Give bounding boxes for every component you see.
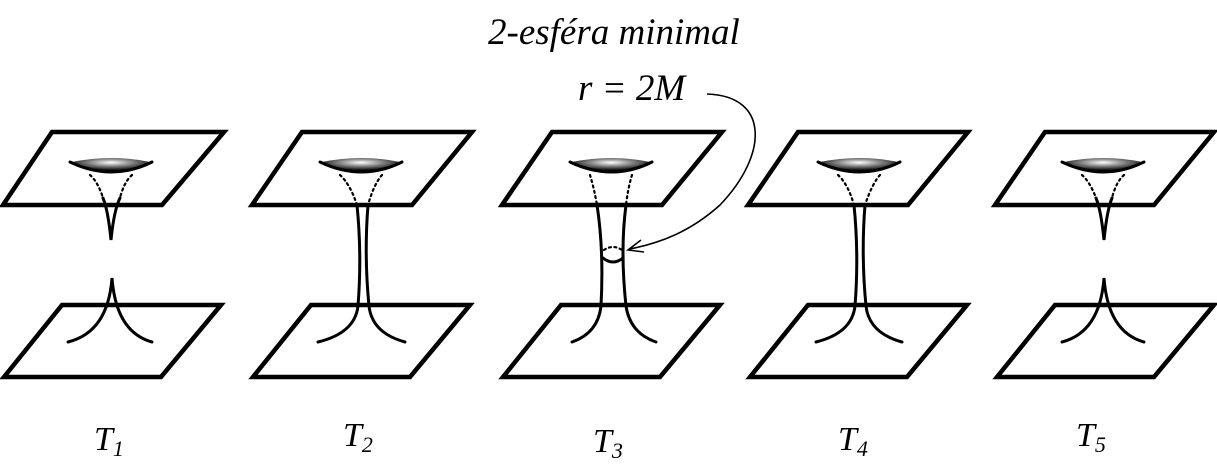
lower-tip [1060, 277, 1146, 344]
throat-opening [820, 158, 898, 171]
opening-rim [568, 160, 654, 174]
stage-3 [497, 129, 727, 380]
minimal-sphere-front [601, 256, 625, 264]
annotation-formula: r = 2M [578, 68, 687, 109]
stage-4 [743, 129, 973, 380]
lower-flare-left [814, 304, 857, 344]
throat-left [355, 203, 362, 308]
annotation-title: 2-esféra minimal [488, 12, 740, 53]
upper-tip [1094, 196, 1114, 241]
minimal-sphere-back [602, 245, 624, 252]
throat-right [364, 203, 371, 308]
lower-sheet [248, 302, 475, 380]
annotation-arrowhead [625, 239, 645, 253]
stage-label-4: T4 [838, 421, 868, 461]
opening-rim [68, 160, 154, 174]
throat-left [852, 203, 859, 308]
hidden-edge [338, 173, 384, 207]
lower-flare-right [864, 304, 904, 344]
stage-label-1: T1 [94, 421, 124, 461]
upper-tip [101, 196, 122, 241]
stage-label-2: T2 [343, 417, 373, 457]
stage-label-3: T3 [593, 423, 623, 463]
lower-sheet [992, 302, 1217, 380]
throat-opening [1064, 158, 1142, 171]
lower-flare-right [367, 304, 407, 344]
throat-right [861, 203, 868, 308]
annotation-arrow [629, 93, 756, 250]
hidden-edge [88, 173, 134, 200]
lower-sheet [0, 302, 226, 380]
lower-flare-left [316, 304, 360, 344]
stage-2 [247, 129, 477, 380]
stage-5 [990, 129, 1217, 380]
throat-opening [322, 158, 400, 171]
hidden-edge [1080, 173, 1126, 200]
throat-left [595, 203, 604, 308]
stage-label-5: T5 [1076, 417, 1106, 457]
throat-opening [572, 158, 650, 171]
lower-sheet [745, 302, 972, 380]
opening-rim [816, 160, 902, 174]
opening-rim [318, 160, 404, 174]
hidden-edge [836, 173, 882, 207]
lower-flare-left [570, 304, 603, 344]
opening-rim [1060, 160, 1146, 174]
stage-1 [0, 129, 229, 380]
throat-opening [72, 158, 150, 171]
lower-sheet [498, 302, 725, 380]
hidden-edge [588, 173, 634, 207]
throat-right [621, 203, 628, 308]
lower-flare-right [624, 304, 658, 344]
lower-tip [66, 277, 154, 344]
